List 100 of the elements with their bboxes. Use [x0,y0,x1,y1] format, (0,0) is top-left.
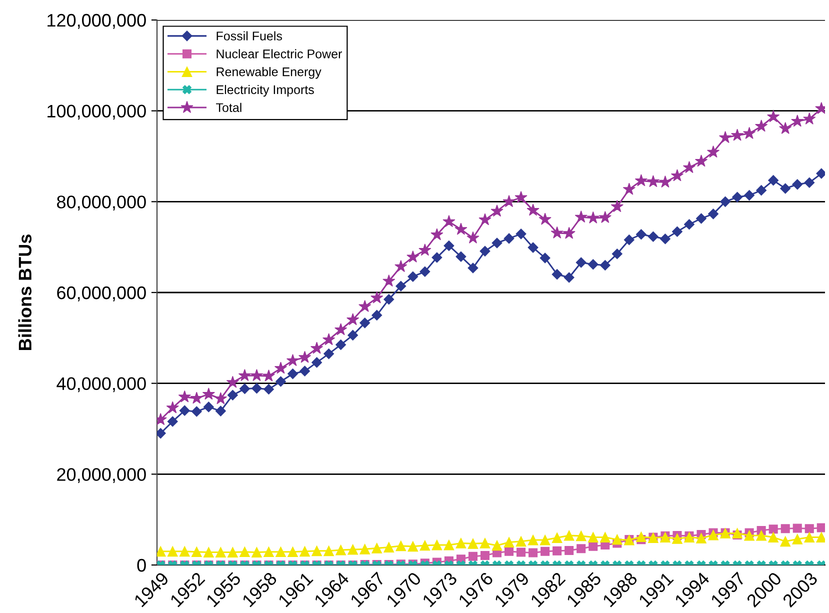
point [227,390,238,400]
point [756,185,767,196]
y-tick-label: 40,000,000 [56,377,146,392]
point [360,544,370,554]
point [588,259,598,270]
point [804,524,814,534]
point [576,544,586,554]
point [191,546,202,558]
point [660,234,670,244]
point [516,228,526,240]
point [178,390,191,402]
point [264,546,274,558]
point [288,368,298,380]
point [744,190,755,201]
point [468,552,478,561]
point [586,211,600,224]
point [203,402,214,412]
point [263,384,274,394]
point [600,260,610,271]
point [252,547,262,558]
point [576,530,586,542]
point [588,532,598,543]
point [780,536,791,547]
point [396,540,406,552]
point [634,174,648,186]
point [324,546,334,556]
point [600,532,610,543]
point [372,310,382,320]
point [516,548,526,557]
point [540,534,550,546]
point [262,369,276,382]
point [408,541,418,552]
y-tick-label: 80,000,000 [57,196,146,211]
point [684,219,694,230]
point [384,294,394,305]
point [478,213,492,226]
point [420,266,430,277]
point [636,229,646,240]
y-tick-label: 120,000,000 [48,14,146,29]
point [310,342,324,354]
point [706,146,720,158]
point [191,406,202,417]
point [202,388,215,400]
point [239,384,250,394]
point [334,323,348,336]
point [384,542,394,552]
point [300,546,310,557]
point [708,208,719,220]
point [275,376,286,387]
point [670,169,684,182]
point [238,369,251,382]
point [816,523,825,532]
legend-label: Nuclear Electric Power [216,49,342,58]
point [466,231,480,244]
point [732,528,743,538]
point [480,550,490,560]
point [348,544,358,555]
point [780,183,791,194]
y-axis-title: Billions BTUs [18,234,32,350]
point [215,547,226,558]
point [167,416,178,427]
y-tick-label: 0 [137,558,146,572]
point [396,280,406,292]
point [432,540,442,550]
point [526,204,540,216]
point [514,190,528,203]
point [540,252,550,264]
point [658,176,672,188]
point [298,350,312,363]
point [622,182,636,195]
point [610,200,624,212]
point [286,354,300,366]
point [672,533,682,544]
legend-label: Fossil Fuels [216,31,282,40]
point [552,546,562,556]
point [528,548,538,558]
point [456,538,466,548]
point [444,540,454,550]
point [588,542,598,551]
point [336,544,346,556]
point [312,357,322,368]
point [250,369,264,382]
point [768,524,778,534]
point [648,231,658,242]
point [636,532,646,542]
point [492,540,502,551]
point [612,534,622,545]
point [684,532,694,543]
point [718,131,732,144]
point [732,192,743,202]
point [756,530,767,541]
point [468,262,478,274]
point [528,242,538,253]
point [804,532,815,543]
point [251,383,262,394]
point [300,366,310,376]
point [492,238,502,248]
point [276,546,286,558]
legend-label: Electricity Imports [216,84,314,97]
point [540,546,550,556]
